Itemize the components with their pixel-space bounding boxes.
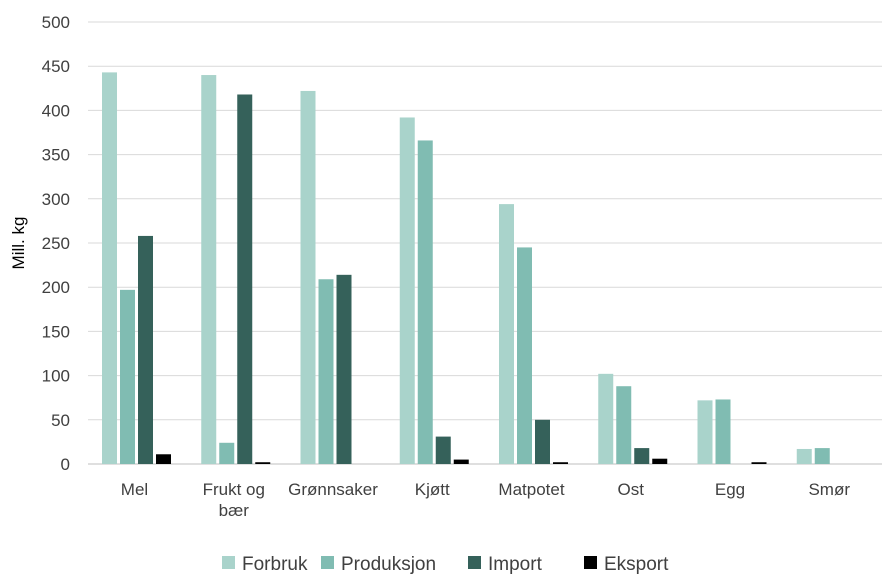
bar-forbruk <box>201 75 217 464</box>
y-tick-label: 100 <box>42 367 70 386</box>
y-axis-ticks: 0 50 100 150 200 250 300 350 400 450 500 <box>42 13 70 474</box>
bar-forbruk <box>598 373 614 464</box>
x-category-label: Smør <box>808 480 850 499</box>
bar-forbruk <box>499 204 514 464</box>
x-category-label: Ost <box>618 480 645 499</box>
x-category-label: Kjøtt <box>415 480 450 499</box>
y-tick-label: 200 <box>42 278 70 297</box>
x-axis-categories: Mel Frukt og bær Grønnsaker Kjøtt Matpotet Ost… <box>121 480 851 520</box>
legend-swatch-produksjon <box>321 556 334 569</box>
x-category-label: Matpotet <box>498 480 564 499</box>
y-tick-label: 250 <box>42 234 70 253</box>
bar-produksjon <box>120 289 135 464</box>
bar-produksjon <box>814 448 830 464</box>
bar-eksport <box>156 454 171 464</box>
bar-import <box>138 235 153 464</box>
bar-produksjon <box>517 247 532 464</box>
legend-label: Eksport <box>604 554 669 574</box>
bar-forbruk <box>102 72 117 464</box>
bar-forbruk <box>796 448 812 464</box>
y-tick-label: 300 <box>42 190 70 209</box>
y-tick-label: 150 <box>42 322 70 341</box>
bar-forbruk <box>300 90 316 465</box>
x-category-label: Grønnsaker <box>288 480 378 499</box>
legend-label: Forbruk <box>242 554 308 574</box>
bar-eksport <box>553 462 568 464</box>
y-axis-title: Mill. kg <box>9 217 28 270</box>
bar-produksjon <box>616 386 632 464</box>
bar-import <box>435 436 451 464</box>
bar-produksjon <box>219 442 235 464</box>
legend-swatch-forbruk <box>222 556 235 569</box>
bar-import <box>237 94 253 464</box>
y-tick-label: 0 <box>61 455 70 474</box>
bar-eksport <box>652 458 668 464</box>
y-tick-label: 50 <box>51 411 70 430</box>
x-category-label: Mel <box>121 480 148 499</box>
legend-swatch-import <box>468 556 481 569</box>
bar-eksport <box>453 459 469 464</box>
bar-produksjon <box>417 140 433 464</box>
bar-import <box>634 448 650 464</box>
bar-eksport <box>751 462 767 464</box>
bar-forbruk <box>399 117 415 465</box>
bar-eksport <box>255 462 271 464</box>
bar-import <box>336 274 352 464</box>
y-tick-label: 500 <box>42 13 70 32</box>
x-category-label: Frukt og bær <box>203 480 265 520</box>
x-category-label: Egg <box>715 480 745 499</box>
legend-swatch-eksport <box>584 556 597 569</box>
bar-produksjon <box>715 399 731 464</box>
bar-import <box>535 419 550 464</box>
y-tick-label: 400 <box>42 101 70 120</box>
bars <box>102 72 830 465</box>
bar-forbruk <box>697 400 713 464</box>
gridlines <box>88 21 882 465</box>
legend-label: Import <box>488 554 543 574</box>
y-tick-label: 350 <box>42 146 70 165</box>
bar-produksjon <box>318 279 334 464</box>
legend: Forbruk Produksjon Import Eksport <box>222 554 669 574</box>
y-tick-label: 450 <box>42 57 70 76</box>
legend-label: Produksjon <box>341 554 436 574</box>
